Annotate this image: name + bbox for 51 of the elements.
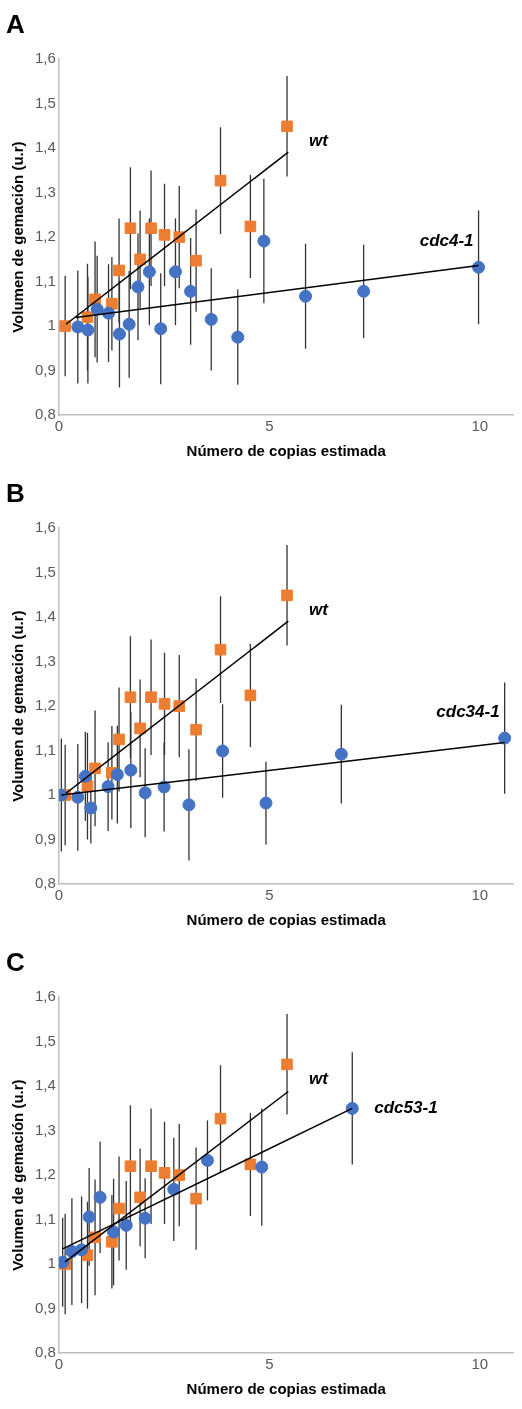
y-tick-label: 0,9: [34, 829, 56, 847]
y-tick-label: 1,2: [34, 227, 56, 245]
x-tick-label: 5: [265, 417, 274, 435]
x-tick-label: 0: [54, 1355, 64, 1373]
y-tick-label: 1,3: [34, 1120, 56, 1138]
x-tick-label: 5: [265, 1355, 274, 1373]
y-tick-label: 0,8: [34, 874, 56, 892]
y-tick-label: 1: [47, 1254, 56, 1272]
x-tick-label: 0: [54, 886, 64, 904]
y-tick-label: 1,1: [34, 1209, 56, 1227]
chart-title: B: [6, 477, 25, 508]
x-tick-label: 10: [471, 886, 489, 904]
y-tick-label: 0,9: [34, 360, 56, 378]
y-tick-label: 0,8: [34, 405, 56, 423]
x-tick-label: 5: [265, 886, 274, 904]
y-tick-label: 1,2: [34, 696, 56, 714]
series-label: wt: [309, 131, 330, 151]
x-tick-label: 10: [471, 1355, 489, 1373]
chart-title: A: [6, 8, 25, 39]
chart-title: C: [6, 946, 25, 977]
y-tick-label: 1,1: [34, 740, 56, 758]
y-tick-label: 1: [47, 316, 56, 334]
x-axis-title: Número de copias estimada: [186, 442, 387, 460]
y-tick-label: 1,1: [34, 271, 56, 289]
y-tick-label: 1: [47, 785, 56, 803]
y-tick-label: 1,4: [34, 138, 56, 156]
y-tick-label: 1,2: [34, 1165, 56, 1183]
y-tick-label: 1,4: [34, 607, 56, 625]
y-axis-title: Volumen de gemación (u.r): [9, 1079, 27, 1271]
y-axis-title: Volumen de gemación (u.r): [9, 610, 27, 802]
x-axis-title: Número de copias estimada: [186, 911, 387, 929]
series-label: cdc53-1: [374, 1098, 438, 1118]
y-tick-label: 1,6: [34, 49, 56, 67]
series-label: cdc34-1: [436, 701, 500, 721]
y-tick-label: 1,6: [34, 987, 56, 1005]
y-tick-label: 0,8: [34, 1343, 56, 1361]
series-label: wt: [309, 600, 330, 620]
y-tick-label: 1,3: [34, 182, 56, 200]
y-axis-title: Volumen de gemación (u.r): [9, 141, 27, 333]
y-tick-label: 1,6: [34, 518, 56, 536]
y-tick-label: 1,4: [34, 1076, 56, 1094]
series-label: wt: [309, 1069, 330, 1089]
x-axis-title: Número de copias estimada: [186, 1380, 387, 1398]
x-tick-label: 0: [54, 417, 64, 435]
x-tick-label: 10: [471, 417, 489, 435]
y-tick-label: 1,5: [34, 1031, 56, 1049]
series-label: cdc4-1: [419, 231, 474, 251]
y-tick-label: 0,9: [34, 1298, 56, 1316]
y-tick-label: 1,3: [34, 651, 56, 669]
y-tick-label: 1,5: [34, 93, 56, 111]
y-tick-label: 1,5: [34, 562, 56, 580]
